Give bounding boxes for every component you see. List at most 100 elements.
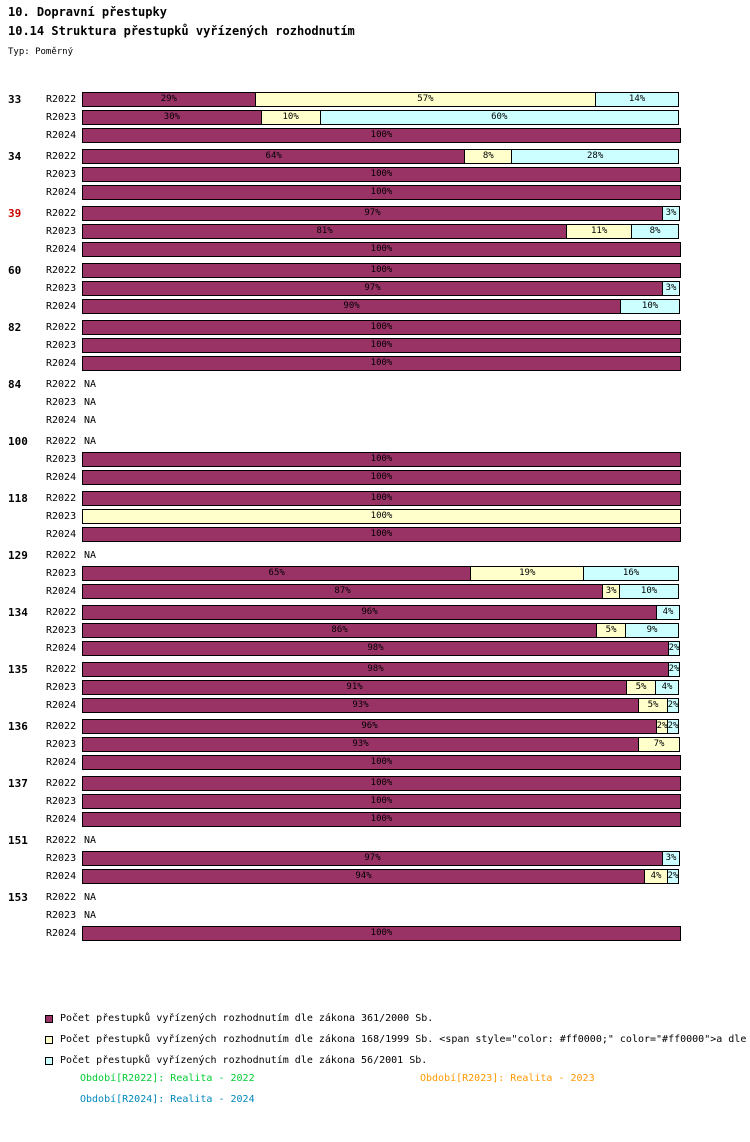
period-row-label: R2022 — [46, 436, 77, 447]
bar-row: R2023 93% 7% — [8, 737, 742, 752]
period-row-label: R2024 — [46, 472, 77, 483]
bar-row: R2024 100% — [8, 812, 742, 827]
bar-track: 97% 3% — [82, 851, 681, 866]
group-number-label: 34 — [8, 150, 22, 163]
period-row-label: R2022 — [46, 607, 77, 618]
bar-row: R2023 81% 11% 8% — [8, 224, 742, 239]
bar-segment-s361: 29% — [82, 92, 256, 107]
bar-row: R2024 NA — [8, 413, 742, 428]
bar-track: 97% 3% — [82, 206, 681, 221]
period-row-label: R2022 — [46, 322, 77, 333]
bar-row: R2023 100% — [8, 509, 742, 524]
bar-track: NA — [82, 413, 681, 428]
bar-row: R2024 100% — [8, 356, 742, 371]
bar-group-137: 137 R2022 100% R2023 100% R2024 100% — [8, 776, 742, 827]
bar-segment-s361: 98% — [82, 641, 670, 656]
bar-segment-s361: 100% — [82, 356, 681, 371]
legend-label-zakon-56: Počet přestupků vyřízených rozhodnutím d… — [60, 1055, 428, 1066]
bar-row: 84 R2022 NA — [8, 377, 742, 392]
bar-segment-s56: 8% — [631, 224, 679, 239]
bar-segment-s361: 100% — [82, 242, 681, 257]
bar-track: 98% 2% — [82, 662, 681, 677]
period-r2022-label: Období[R2022]: Realita - 2022 — [80, 1073, 255, 1084]
bar-segment-s361: 100% — [82, 320, 681, 335]
bar-group-135: 135 R2022 98% 2% R2023 91% 5% 4% R2024 93% 5% 2% — [8, 662, 742, 713]
period-row-label: R2024 — [46, 130, 77, 141]
bar-segment-s168: 11% — [566, 224, 633, 239]
period-footer: Období[R2022]: Realita - 2022 Období[R20… — [80, 1073, 740, 1115]
footer-row-2: Období[R2024]: Realita - 2024 — [80, 1094, 740, 1107]
bar-segment-s168: 5% — [626, 680, 657, 695]
group-number-label: 100 — [8, 435, 28, 448]
period-row-label: R2024 — [46, 244, 77, 255]
bar-row: 129 R2022 NA — [8, 548, 742, 563]
bar-track: 100% — [82, 794, 681, 809]
bar-segment-s361: 86% — [82, 623, 598, 638]
period-row-label: R2022 — [46, 493, 77, 504]
bar-track: 100% — [82, 527, 681, 542]
bar-group-129: 129 R2022 NA R2023 65% 19% 16% R2024 87% 3% 10% — [8, 548, 742, 599]
bar-segment-s56: 3% — [662, 206, 680, 221]
bar-track: 98% 2% — [82, 641, 681, 656]
bar-segment-s361: 100% — [82, 470, 681, 485]
bar-track: 100% — [82, 128, 681, 143]
bar-group-82: 82 R2022 100% R2023 100% R2024 100% — [8, 320, 742, 371]
group-number-label: 135 — [8, 663, 28, 676]
period-row-label: R2022 — [46, 721, 77, 732]
bar-row: R2024 93% 5% 2% — [8, 698, 742, 713]
bar-segment-s56: 2% — [667, 698, 679, 713]
bar-track: 100% — [82, 356, 681, 371]
bar-row: R2023 100% — [8, 794, 742, 809]
bar-track: 30% 10% 60% — [82, 110, 681, 125]
group-number-label: 33 — [8, 93, 22, 106]
bar-segment-s361: 91% — [82, 680, 628, 695]
bar-segment-s361: 30% — [82, 110, 262, 125]
chart-type-label: Typ: Poměrný — [8, 47, 74, 57]
bar-track: 90% 10% — [82, 299, 681, 314]
bar-segment-s361: 100% — [82, 794, 681, 809]
bar-segment-s361: 90% — [82, 299, 622, 314]
bar-track: 100% — [82, 755, 681, 770]
bar-row: R2023 NA — [8, 395, 742, 410]
bar-row: R2024 94% 4% 2% — [8, 869, 742, 884]
bar-row: 135 R2022 98% 2% — [8, 662, 742, 677]
bar-segment-s168: 7% — [638, 737, 680, 752]
bar-segment-s361: 100% — [82, 812, 681, 827]
bar-segment-s56: 3% — [662, 851, 680, 866]
period-r2023-label: Období[R2023]: Realita - 2023 — [420, 1073, 595, 1084]
bar-track: NA — [82, 395, 681, 410]
period-row-label: R2022 — [46, 550, 77, 561]
bar-group-33: 33 R2022 29% 57% 14% R2023 30% 10% 60% R2024 100% — [8, 92, 742, 143]
bar-track: 100% — [82, 338, 681, 353]
bar-track: NA — [82, 908, 681, 923]
period-row-label: R2023 — [46, 397, 77, 408]
bar-segment-s168: 5% — [596, 623, 627, 638]
bar-track: 100% — [82, 509, 681, 524]
bar-segment-s168: 19% — [470, 566, 585, 581]
bar-segment-s168: 10% — [260, 110, 321, 125]
na-value: NA — [84, 415, 97, 426]
period-row-label: R2023 — [46, 340, 77, 351]
period-row-label: R2022 — [46, 94, 77, 105]
period-row-label: R2023 — [46, 169, 77, 180]
bar-segment-s56: 10% — [619, 584, 679, 599]
period-row-label: R2024 — [46, 415, 77, 426]
bar-segment-s56: 2% — [668, 641, 680, 656]
bar-segment-s56: 2% — [667, 719, 679, 734]
na-value: NA — [84, 910, 97, 921]
period-r2024-label: Období[R2024]: Realita - 2024 — [80, 1094, 255, 1105]
bar-track: 100% — [82, 320, 681, 335]
bar-row: 34 R2022 64% 8% 28% — [8, 149, 742, 164]
bar-segment-s361: 96% — [82, 719, 658, 734]
period-row-label: R2023 — [46, 625, 77, 636]
bar-segment-s168: 5% — [638, 698, 668, 713]
period-row-label: R2023 — [46, 796, 77, 807]
period-row-label: R2022 — [46, 778, 77, 789]
bar-segment-s361: 100% — [82, 491, 681, 506]
bar-row: R2023 97% 3% — [8, 281, 742, 296]
bar-track: NA — [82, 377, 681, 392]
bar-segment-s56: 10% — [620, 299, 680, 314]
bar-row: R2023 91% 5% 4% — [8, 680, 742, 695]
legend-swatch-zakon-168 — [45, 1035, 53, 1044]
bar-segment-s361: 96% — [82, 605, 658, 620]
